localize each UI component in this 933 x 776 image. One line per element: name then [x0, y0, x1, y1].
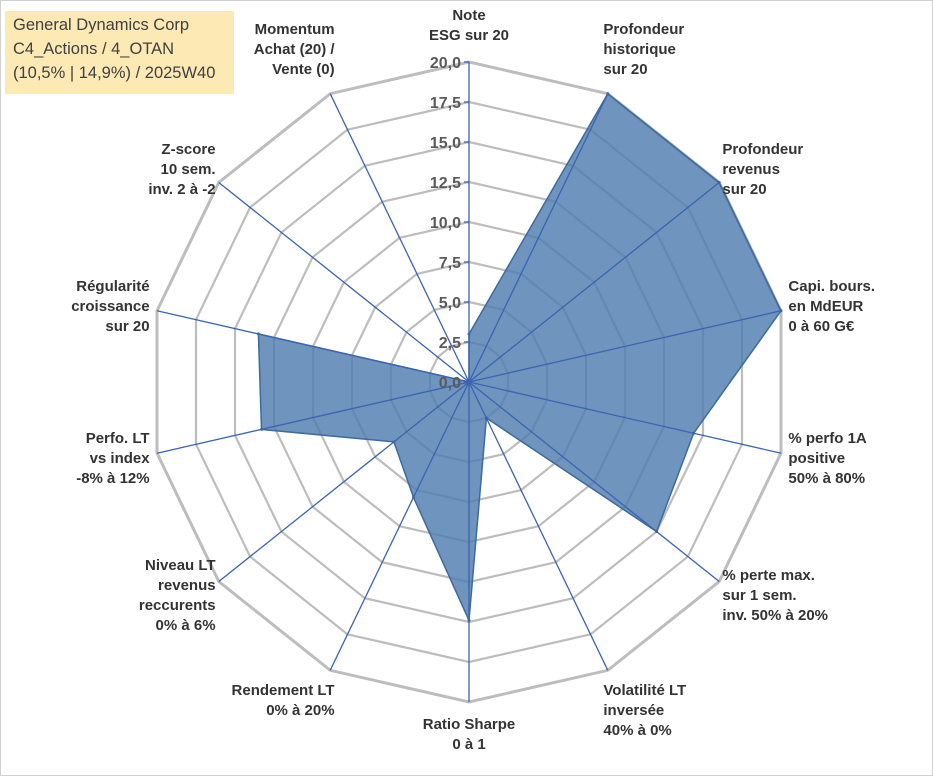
axis-label-line: Rendement LT [232, 682, 335, 699]
axis-label-z-score: Z-score 10 sem. inv. 2 à -2 [148, 141, 215, 198]
axis-label-line: % perfo 1A [788, 430, 867, 447]
axis-label-line: 0% à 20% [266, 702, 334, 719]
axis-label-perfo-lt-index: Perfo. LT vs index -8% à 12% [76, 430, 150, 487]
axis-line-profondeur-historique [468, 93, 609, 383]
axis-line-momentum [329, 93, 470, 383]
axis-label-line: en MdEUR [788, 298, 863, 315]
axis-label-line: Perfo. LT [86, 430, 150, 447]
axis-label-line: Capi. bours. [788, 278, 875, 295]
axis-label-line: % perte max. [722, 567, 815, 584]
axis-label-line: 0% à 6% [156, 617, 216, 634]
tick-label: 17,5 [430, 95, 461, 112]
company-name: General Dynamics Corp [13, 16, 190, 34]
tick-label: 15,0 [430, 135, 461, 152]
axis-label-line: 10 sem. [161, 161, 216, 178]
axis-label-line: Z-score [161, 141, 215, 158]
axis-label-volatilite-lt: Volatilité LT inversée 40% à 0% [603, 682, 686, 739]
axis-line-niveau-lt-revenus [218, 381, 470, 583]
tick-label: 5,0 [439, 295, 461, 312]
axis-label-line: Profondeur [722, 141, 803, 158]
data-series-polygon [257, 92, 782, 624]
axis-label-line: 0 à 1 [452, 736, 485, 753]
axis-label-line: 40% à 0% [603, 722, 671, 739]
tick-label: 0,0 [439, 375, 461, 392]
category-label: C4_Actions / 4_OTAN [13, 40, 175, 58]
axis-line-volatilite-lt [468, 381, 609, 671]
axis-line-perte-max [468, 381, 720, 583]
axis-label-ratio-sharpe: Ratio Sharpe 0 à 1 [423, 716, 516, 753]
axis-line-capi-bours [468, 310, 782, 383]
axis-label-line: Niveau LT [145, 557, 216, 574]
axis-label-line: positive [788, 450, 845, 467]
axis-label-momentum: Momentum Achat (20) / Vente (0) [254, 21, 336, 78]
axis-label-regularite-croissance: Régularité croissance sur 20 [71, 278, 149, 335]
axis-label-line: Achat (20) / [254, 41, 336, 58]
axis-label-line: revenus [722, 161, 780, 178]
axis-label-line: sur 20 [722, 181, 766, 198]
axis-label-line: 50% à 80% [788, 470, 865, 487]
axis-label-line: Volatilité LT [603, 682, 686, 699]
axis-line-rendement-lt [329, 381, 470, 671]
axis-label-perte-max: % perte max. sur 1 sem. inv. 50% à 20% [722, 567, 828, 624]
axis-label-line: Momentum [255, 21, 335, 38]
axis-label-line: -8% à 12% [76, 470, 149, 487]
performance-period: (10,5% | 14,9%) / 2025W40 [13, 64, 216, 82]
axis-label-line: Vente (0) [272, 61, 335, 78]
info-box: General Dynamics Corp C4_Actions / 4_OTA… [5, 11, 234, 94]
axis-line-perfo-lt-index [156, 381, 470, 454]
axis-label-line: vs index [90, 450, 151, 467]
axis-label-line: sur 1 sem. [722, 587, 796, 604]
axis-label-line: sur 20 [603, 61, 647, 78]
axis-label-line: historique [603, 41, 676, 58]
axis-label-line: Note [452, 7, 485, 24]
axis-label-line: inv. 2 à -2 [148, 181, 215, 198]
axis-label-line: revenus [158, 577, 216, 594]
axis-label-line: ESG sur 20 [429, 27, 509, 44]
axis-label-line: Profondeur [603, 21, 684, 38]
axis-line-z-score [218, 181, 470, 383]
tick-label: 20,0 [430, 55, 461, 72]
axis-label-note-esg: Note ESG sur 20 [429, 7, 509, 44]
tick-label: 7,5 [439, 255, 461, 272]
axis-line-perfo-1a [468, 381, 782, 454]
axis-label-line: croissance [71, 298, 149, 315]
axis-label-rendement-lt: Rendement LT 0% à 20% [232, 682, 335, 719]
tick-label: 2,5 [439, 335, 461, 352]
axis-label-perfo-1a: % perfo 1A positive 50% à 80% [788, 430, 867, 487]
axis-label-line: inv. 50% à 20% [722, 607, 828, 624]
axis-label-line: reccurents [139, 597, 216, 614]
axis-label-profondeur-revenus: Profondeur revenus sur 20 [722, 141, 803, 198]
tick-label: 12,5 [430, 175, 461, 192]
axis-label-profondeur-historique: Profondeur historique sur 20 [603, 21, 684, 78]
tick-label: 10,0 [430, 215, 461, 232]
axis-label-niveau-lt-revenus: Niveau LT revenus reccurents 0% à 6% [139, 557, 216, 634]
axis-label-line: 0 à 60 G€ [788, 318, 855, 335]
axis-line-regularite-croissance [156, 310, 470, 383]
axis-label-line: Régularité [76, 278, 149, 295]
axis-line-profondeur-revenus [468, 181, 720, 383]
axis-label-line: sur 20 [105, 318, 149, 335]
axis-label-line: inversée [603, 702, 664, 719]
axis-label-line: Ratio Sharpe [423, 716, 516, 733]
axis-label-capi-bours: Capi. bours. en MdEUR 0 à 60 G€ [788, 278, 875, 335]
